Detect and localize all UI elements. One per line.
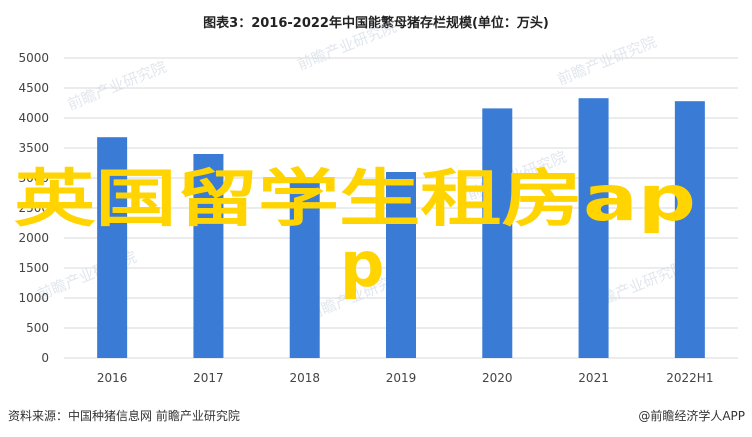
x-tick-label: 2021 (578, 371, 609, 385)
x-axis-ticks: 2016 2017 2018 2019 2020 2021 2022H1 (97, 371, 714, 385)
x-tick-label: 2018 (289, 371, 320, 385)
y-tick-label: 2500 (18, 201, 49, 215)
bar (674, 101, 705, 358)
bar (97, 137, 128, 358)
bar (386, 172, 416, 358)
y-tick-label: 0 (41, 351, 49, 365)
y-tick-label: 500 (26, 321, 49, 335)
watermark-text: 前瞻产业研究院 (555, 33, 659, 89)
y-tick-label: 4500 (18, 81, 49, 95)
x-tick-label: 2019 (386, 371, 417, 385)
y-tick-label: 3500 (18, 141, 49, 155)
chart-title: 图表3：2016-2022年中国能繁母猪存栏规模(单位：万头) (203, 15, 549, 31)
overlay-text-line2: p (340, 228, 384, 301)
y-tick-label: 3000 (18, 171, 49, 185)
y-axis-ticks: 0 500 1000 1500 2000 2500 3000 3500 4000 4500 5000 (18, 51, 49, 365)
x-tick-label: 2022H1 (666, 371, 713, 385)
overlay-text-line1: 英国留学生租房ap (14, 162, 696, 235)
watermark-text: 前瞻产业研究院 (65, 58, 169, 114)
y-tick-label: 4000 (18, 111, 49, 125)
x-tick-label: 2017 (193, 371, 224, 385)
y-tick-label: 1500 (18, 261, 49, 275)
x-tick-label: 2020 (482, 371, 513, 385)
x-tick-label: 2016 (97, 371, 128, 385)
y-tick-label: 1000 (18, 291, 49, 305)
bar (578, 98, 609, 358)
bar (193, 154, 224, 358)
source-note: 资料来源：中国种猪信息网 前瞻产业研究院 (8, 408, 240, 423)
brand-label: @前瞻经济学人APP (638, 408, 745, 423)
bar (482, 108, 513, 359)
bars (97, 98, 705, 359)
bar (289, 181, 320, 358)
y-tick-label: 5000 (18, 51, 49, 65)
y-tick-label: 2000 (18, 231, 49, 245)
